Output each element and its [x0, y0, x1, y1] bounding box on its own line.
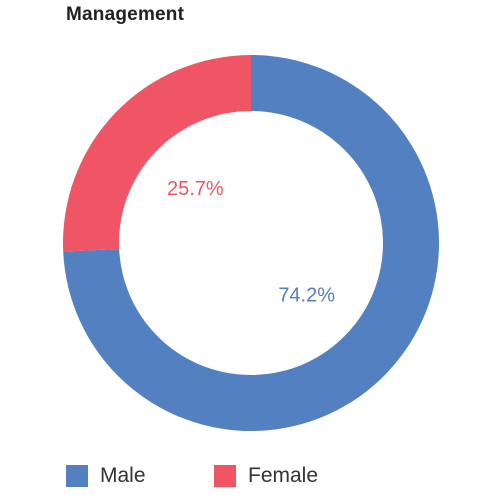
legend-swatch-male — [66, 465, 88, 487]
legend-label-female: Female — [248, 464, 319, 487]
legend-label-male: Male — [100, 464, 146, 487]
slice-label-female: 25.7% — [167, 178, 224, 200]
legend-swatch-female — [214, 465, 236, 487]
slice-male[interactable] — [63, 55, 440, 431]
donut-slices — [63, 55, 440, 431]
legend-item-male[interactable]: Male — [66, 461, 146, 491]
chart-legend: Male Female — [0, 461, 500, 491]
slice-female[interactable] — [63, 55, 251, 252]
slice-labels: 74.2% 25.7% — [167, 178, 335, 306]
legend-item-female[interactable]: Female — [214, 461, 318, 491]
slice-label-male: 74.2% — [278, 284, 335, 306]
chart-title: Management — [66, 4, 185, 25]
